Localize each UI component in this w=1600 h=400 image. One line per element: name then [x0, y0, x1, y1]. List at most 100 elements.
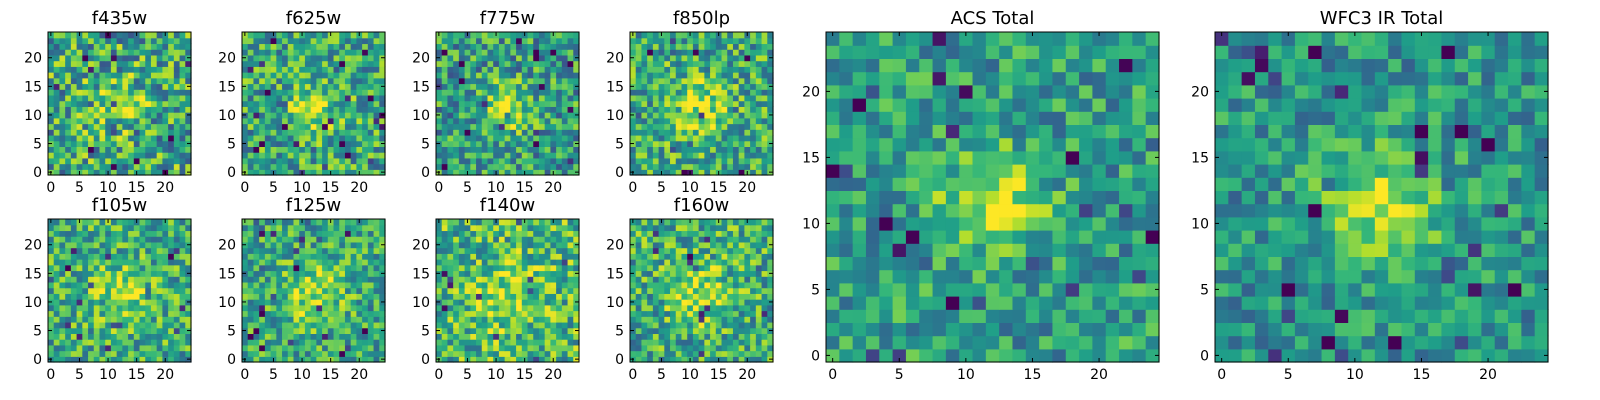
heatmap-cell: [498, 100, 506, 107]
heatmap-cell: [527, 293, 534, 300]
heatmap-cell: [498, 112, 506, 119]
heatmap-cell: [53, 264, 61, 272]
heatmap-cell: [481, 77, 489, 85]
heatmap-cell: [185, 89, 192, 96]
heatmap-cell: [128, 281, 135, 289]
heatmap-cell: [162, 60, 169, 67]
heatmap-cell: [327, 224, 335, 232]
heatmap-cell: [304, 112, 312, 119]
heatmap-cell: [367, 299, 375, 306]
heatmap-cell: [99, 247, 106, 254]
heatmap-cell: [310, 350, 317, 357]
heatmap-cell: [145, 60, 152, 67]
heatmap-cell: [293, 259, 300, 266]
heatmap-cell: [538, 230, 546, 237]
heatmap-cell: [70, 236, 78, 243]
heatmap-cell: [510, 350, 517, 357]
heatmap-cell: [316, 316, 323, 323]
heatmap-cell: [259, 224, 266, 232]
heatmap-cell: [293, 66, 300, 73]
heatmap-cell: [48, 333, 55, 340]
heatmap-cell: [247, 66, 255, 73]
heatmap-cell: [441, 339, 449, 346]
heatmap-cell: [550, 224, 557, 232]
heatmap-cell: [556, 134, 563, 142]
heatmap-cell: [681, 333, 688, 340]
heatmap-cell: [168, 219, 175, 226]
heatmap-cell: [573, 339, 580, 346]
heatmap-cell: [516, 112, 523, 119]
heatmap-cell: [647, 299, 654, 306]
heatmap-cell: [128, 83, 135, 90]
heatmap-cell: [282, 140, 289, 147]
heatmap-cell: [304, 152, 312, 159]
heatmap-cell: [476, 146, 483, 153]
heatmap-cell: [139, 106, 146, 113]
heatmap-cell: [276, 106, 283, 113]
heatmap-cell: [110, 117, 118, 125]
heatmap-cell: [168, 54, 175, 62]
heatmap-cell: [675, 106, 683, 113]
heatmap-cell: [504, 259, 511, 266]
heatmap-cell: [253, 247, 260, 254]
heatmap-cell: [721, 287, 728, 294]
heatmap-cell: [110, 310, 118, 317]
heatmap-cell: [487, 37, 494, 45]
heatmap-cell: [156, 66, 163, 73]
heatmap-cell: [367, 43, 375, 50]
heatmap-cell: [538, 253, 546, 260]
x-tick-label: 5: [75, 367, 84, 383]
heatmap-cell: [310, 247, 317, 254]
heatmap-cell: [339, 146, 346, 153]
heatmap-cell: [544, 241, 551, 249]
heatmap-cell: [293, 112, 300, 119]
heatmap-cell: [487, 333, 494, 340]
heatmap-cell: [630, 350, 637, 357]
heatmap-cell: [664, 327, 671, 334]
heatmap-cell: [145, 83, 152, 90]
heatmap-cell: [458, 316, 466, 323]
heatmap-cell: [487, 304, 494, 312]
heatmap-cell: [441, 264, 449, 272]
heatmap-cell: [122, 66, 129, 73]
heatmap-cell: [635, 66, 643, 73]
heatmap-cell: [282, 264, 289, 272]
heatmap-cell: [476, 72, 483, 79]
heatmap-cell: [447, 247, 454, 254]
heatmap-cell: [755, 60, 763, 67]
heatmap-cell: [179, 253, 186, 260]
heatmap-cell: [630, 60, 637, 67]
heatmap-cell: [99, 83, 106, 90]
heatmap-cell: [173, 140, 181, 147]
heatmap-cell: [99, 219, 106, 226]
heatmap-cell: [750, 299, 757, 306]
heatmap-cell: [458, 83, 466, 90]
heatmap-cell: [481, 224, 489, 232]
heatmap-cell: [48, 304, 55, 312]
heatmap-cell: [367, 293, 375, 300]
heatmap-cell: [48, 163, 55, 170]
heatmap-cell: [498, 327, 506, 334]
heatmap-cell: [493, 123, 500, 130]
heatmap-cell: [282, 299, 289, 306]
heatmap-cell: [150, 72, 158, 79]
heatmap-cell: [339, 259, 346, 266]
heatmap-cell: [647, 129, 654, 136]
heatmap-cell: [710, 140, 717, 147]
heatmap-cell: [322, 66, 329, 73]
heatmap-cell: [82, 247, 89, 254]
heatmap-cell: [179, 49, 186, 56]
heatmap-cell: [453, 157, 460, 165]
heatmap-cell: [293, 77, 300, 85]
heatmap-cell: [527, 310, 534, 317]
heatmap-cell: [652, 54, 660, 62]
heatmap-cell: [453, 94, 460, 102]
heatmap-cell: [487, 327, 494, 334]
heatmap-cell: [544, 163, 551, 170]
heatmap-cell: [327, 350, 335, 357]
heatmap-cell: [681, 100, 688, 107]
heatmap-cell: [299, 241, 306, 249]
heatmap-cell: [681, 157, 688, 165]
heatmap-cell: [310, 72, 317, 79]
heatmap-cell: [282, 350, 289, 357]
